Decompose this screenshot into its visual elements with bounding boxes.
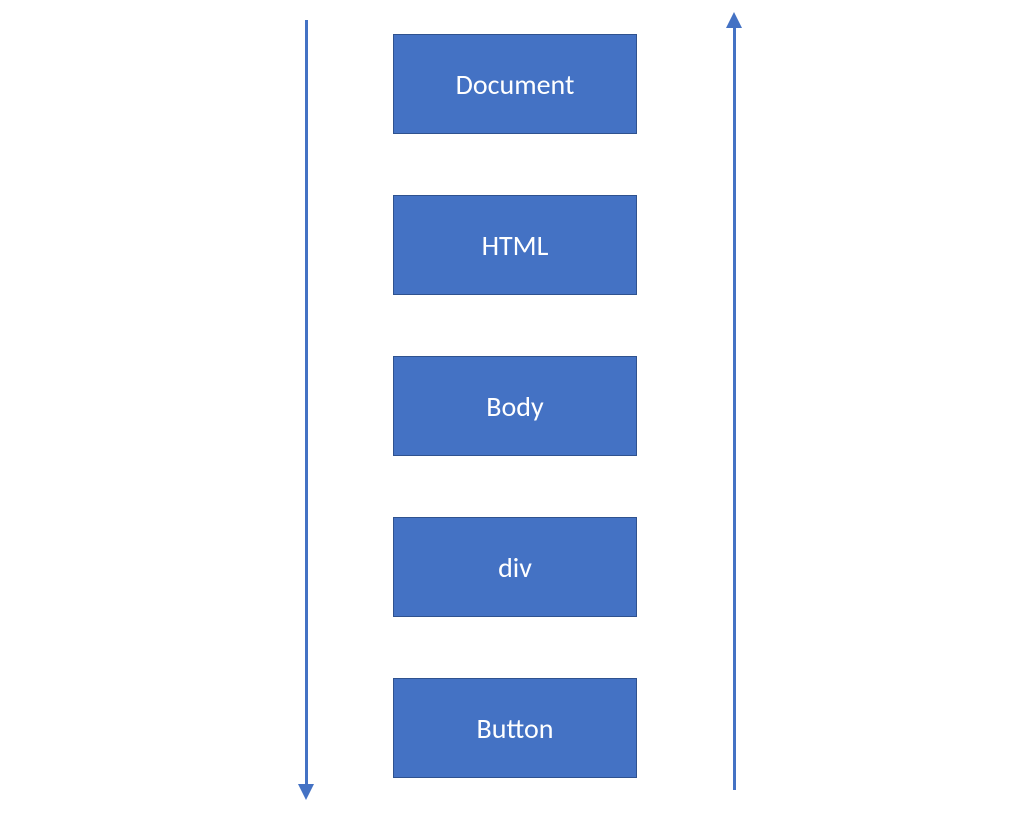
dom-hierarchy-diagram: Document HTML Body div Button [0,0,1024,838]
node-document-label: Document [456,67,575,102]
node-button-label: Button [477,711,554,746]
node-html: HTML [393,195,637,295]
node-body-label: Body [486,389,543,424]
left-down-arrow-head [298,784,314,800]
node-div-label: div [498,550,532,585]
right-up-arrow-line [733,28,736,790]
left-down-arrow-line [305,20,308,784]
node-button: Button [393,678,637,778]
right-up-arrow-head [726,12,742,28]
node-document: Document [393,34,637,134]
node-div: div [393,517,637,617]
node-body: Body [393,356,637,456]
node-html-label: HTML [482,228,549,263]
